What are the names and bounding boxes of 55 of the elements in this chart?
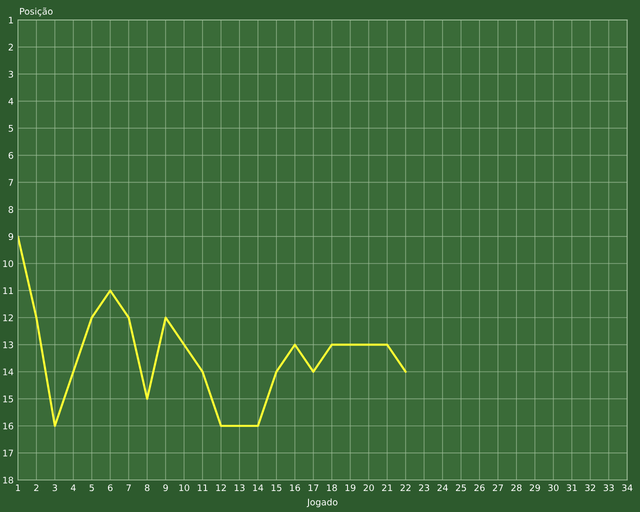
y-axis-title: Posição bbox=[20, 8, 53, 16]
x-tick-label: 10 bbox=[179, 484, 190, 492]
x-tick-label: 16 bbox=[290, 484, 300, 492]
x-tick-label: 17 bbox=[308, 484, 318, 492]
x-tick-label: 22 bbox=[400, 484, 410, 492]
x-tick-label: 31 bbox=[566, 484, 577, 492]
y-tick-label: 8 bbox=[8, 206, 14, 213]
y-tick-label: 17 bbox=[3, 450, 13, 456]
y-tick-label: 5 bbox=[8, 125, 13, 132]
x-tick-label: 8 bbox=[144, 484, 150, 492]
x-tick-label: 13 bbox=[234, 484, 244, 492]
x-tick-label: 19 bbox=[346, 484, 356, 492]
x-tick-label: 18 bbox=[327, 484, 337, 492]
x-tick-label: 27 bbox=[492, 484, 503, 492]
y-tick-label: 16 bbox=[3, 422, 14, 430]
x-tick-label: 3 bbox=[52, 484, 57, 492]
x-tick-label: 7 bbox=[126, 484, 131, 492]
x-tick-label: 21 bbox=[382, 484, 392, 492]
y-tick-label: 10 bbox=[3, 260, 14, 268]
x-tick-label: 6 bbox=[108, 484, 113, 492]
x-tick-label: 15 bbox=[272, 484, 282, 492]
y-tick-label: 12 bbox=[3, 314, 13, 322]
x-tick-label: 1 bbox=[16, 484, 20, 492]
x-tick-label: 25 bbox=[456, 484, 466, 492]
y-tick-label: 13 bbox=[3, 341, 14, 348]
x-tick-label: 12 bbox=[216, 484, 226, 492]
y-tick-label: 3 bbox=[8, 70, 14, 78]
x-tick-label: 24 bbox=[437, 484, 448, 492]
x-tick-label: 14 bbox=[253, 484, 264, 492]
x-tick-label: 9 bbox=[163, 484, 168, 492]
line-series bbox=[18, 235, 407, 427]
x-tick-label: 30 bbox=[548, 484, 558, 492]
x-tick-label: 33 bbox=[604, 484, 614, 492]
y-tick-label: 11 bbox=[3, 287, 13, 294]
y-tick-label: 15 bbox=[3, 396, 13, 402]
x-tick-label: 20 bbox=[364, 484, 374, 492]
y-tick-label: 7 bbox=[8, 179, 13, 186]
y-tick-label: 6 bbox=[8, 152, 14, 159]
x-tick-label: 29 bbox=[530, 484, 540, 492]
x-tick-label: 4 bbox=[70, 484, 76, 492]
x-tick-label: 26 bbox=[474, 484, 485, 492]
y-tick-label: 2 bbox=[8, 44, 13, 50]
x-tick-label: 34 bbox=[622, 484, 632, 492]
x-tick-label: 2 bbox=[34, 484, 38, 492]
y-tick-label: 14 bbox=[3, 368, 14, 376]
y-tick-label: 4 bbox=[8, 98, 14, 105]
y-tick-label: 18 bbox=[3, 476, 14, 484]
x-tick-label: 5 bbox=[90, 484, 94, 492]
x-tick-label: 32 bbox=[585, 484, 596, 492]
x-tick-label: 11 bbox=[198, 484, 208, 492]
y-tick-label: 1 bbox=[9, 16, 13, 24]
x-tick-label: 28 bbox=[511, 484, 522, 492]
y-tick-label: 9 bbox=[8, 233, 14, 240]
x-axis-title: Jogado bbox=[306, 498, 338, 508]
x-tick-label: 23 bbox=[419, 484, 430, 492]
